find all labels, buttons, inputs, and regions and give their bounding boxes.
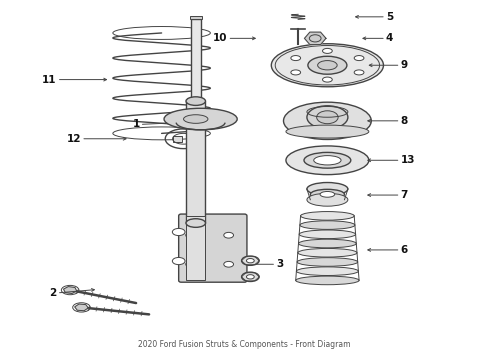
Ellipse shape	[185, 219, 205, 227]
Polygon shape	[75, 304, 88, 311]
Bar	[172, 136, 181, 141]
Text: 5: 5	[385, 12, 392, 22]
Text: 13: 13	[400, 155, 414, 165]
Ellipse shape	[306, 193, 347, 206]
Ellipse shape	[300, 212, 353, 220]
Text: 2: 2	[49, 288, 57, 298]
Ellipse shape	[316, 111, 337, 124]
Ellipse shape	[271, 44, 383, 87]
Text: 6: 6	[400, 245, 407, 255]
Text: 3: 3	[276, 259, 283, 269]
Ellipse shape	[299, 221, 354, 229]
Ellipse shape	[353, 70, 363, 75]
Text: 2020 Ford Fusion Struts & Components - Front Diagram: 2020 Ford Fusion Struts & Components - F…	[138, 339, 350, 348]
Ellipse shape	[185, 261, 195, 267]
Ellipse shape	[224, 261, 233, 267]
Ellipse shape	[224, 232, 233, 238]
Polygon shape	[304, 32, 325, 45]
Text: 8: 8	[400, 116, 407, 126]
Ellipse shape	[185, 97, 205, 105]
Ellipse shape	[290, 70, 300, 75]
Ellipse shape	[298, 239, 356, 248]
Ellipse shape	[172, 257, 184, 265]
Ellipse shape	[172, 228, 184, 235]
Text: 12: 12	[66, 134, 81, 144]
Ellipse shape	[313, 156, 340, 165]
Ellipse shape	[304, 152, 350, 168]
Ellipse shape	[306, 183, 347, 195]
Ellipse shape	[285, 146, 368, 175]
Ellipse shape	[322, 77, 331, 82]
Ellipse shape	[320, 192, 334, 197]
Ellipse shape	[285, 125, 368, 138]
Ellipse shape	[185, 232, 195, 238]
Bar	[189, 16, 201, 19]
Ellipse shape	[246, 258, 254, 263]
Ellipse shape	[246, 275, 254, 279]
Ellipse shape	[183, 115, 207, 123]
Ellipse shape	[307, 56, 346, 74]
Ellipse shape	[283, 102, 370, 139]
Ellipse shape	[163, 108, 237, 130]
Ellipse shape	[241, 256, 259, 265]
Bar	[185, 216, 205, 280]
Ellipse shape	[310, 189, 344, 199]
Text: 11: 11	[42, 75, 57, 85]
Text: 9: 9	[400, 60, 407, 70]
Ellipse shape	[295, 276, 358, 285]
Text: 10: 10	[212, 33, 227, 43]
Ellipse shape	[296, 267, 358, 275]
Ellipse shape	[353, 55, 363, 60]
Polygon shape	[63, 287, 77, 293]
Ellipse shape	[290, 55, 300, 60]
Ellipse shape	[322, 48, 331, 53]
Text: 1: 1	[132, 120, 140, 129]
Ellipse shape	[317, 60, 336, 70]
Text: 4: 4	[385, 33, 392, 43]
Ellipse shape	[306, 106, 347, 129]
Ellipse shape	[297, 258, 357, 266]
Ellipse shape	[297, 248, 356, 257]
Bar	[190, 19, 200, 101]
Ellipse shape	[299, 230, 355, 239]
Ellipse shape	[241, 272, 259, 282]
Bar	[185, 101, 205, 223]
Text: 7: 7	[400, 190, 407, 200]
FancyBboxPatch shape	[178, 214, 246, 282]
